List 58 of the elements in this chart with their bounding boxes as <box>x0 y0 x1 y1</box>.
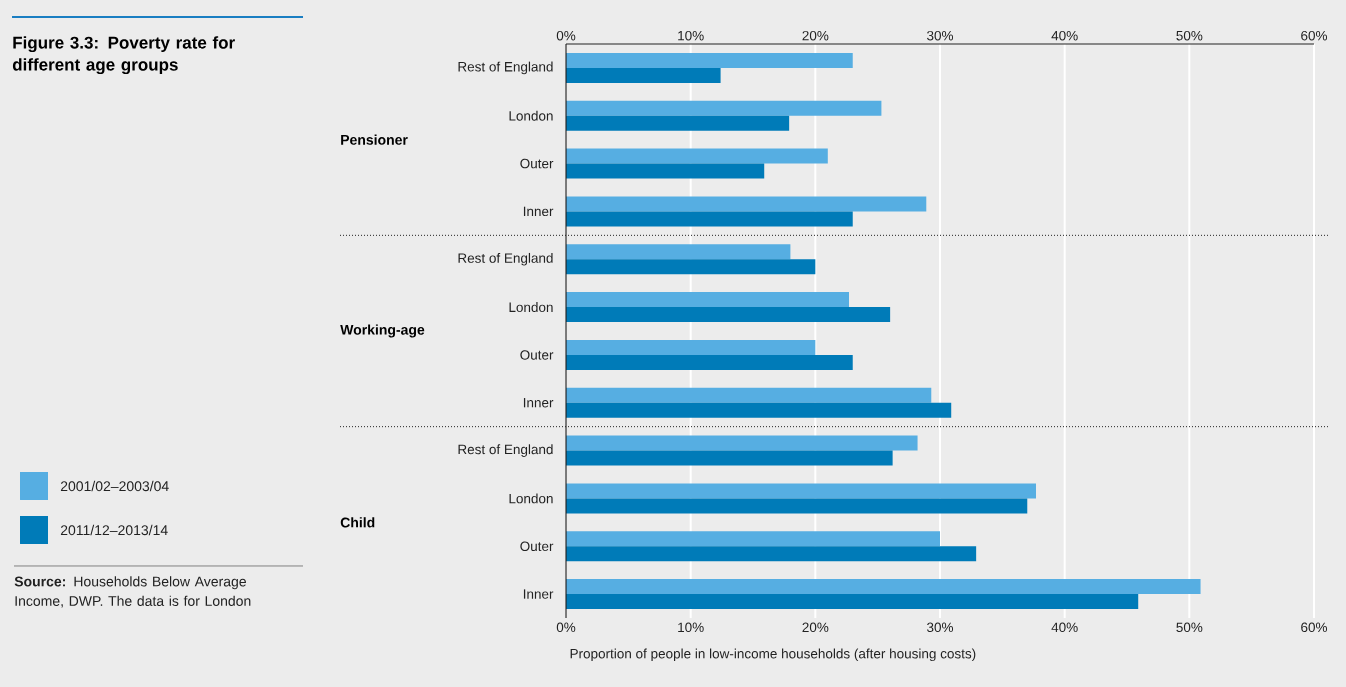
x2-tick-label: 0% <box>556 622 576 633</box>
y-tick-label: Outer <box>520 541 554 552</box>
y-tick-label: London <box>509 302 553 313</box>
y-tick-label: Rest of England <box>458 444 553 457</box>
bar <box>566 292 849 308</box>
x-tick-label: 10% <box>678 30 704 41</box>
y-tick-label: Inner <box>523 206 554 217</box>
y-tick-label: Inner <box>523 589 554 599</box>
bar <box>566 339 816 355</box>
y-tick-label: Rest of England <box>458 61 553 75</box>
x2-tick-label: 20% <box>802 622 829 633</box>
bar <box>566 435 918 451</box>
x-tick-label: 50% <box>1176 30 1203 41</box>
bar <box>566 67 721 83</box>
text: Pensioner <box>341 134 408 145</box>
legend-label: 2001/02–2003/04 <box>60 480 169 492</box>
bar <box>566 579 1201 595</box>
x2-tick-label: 60% <box>1301 622 1328 633</box>
bar <box>566 307 891 323</box>
bar <box>566 52 853 68</box>
y-tick-label: Rest of England <box>458 252 553 266</box>
bar <box>566 259 816 275</box>
bar <box>566 450 893 466</box>
text: Working-age <box>340 324 425 338</box>
bar <box>566 483 1036 499</box>
x2-tick-label: 10% <box>678 622 704 633</box>
bar <box>566 354 853 370</box>
x-axis-title: Proportion of people in low-income households (after housing costs) <box>570 648 976 662</box>
bar <box>566 148 828 164</box>
x2-tick-label: 50% <box>1176 622 1203 633</box>
legend-label: 2011/12–2013/14 <box>60 524 168 536</box>
y-tick-label: London <box>509 493 553 504</box>
y-tick-label: Inner <box>523 398 554 408</box>
text: Figure 3.3: Poverty rate for different age groups <box>12 36 235 75</box>
bar <box>566 531 940 547</box>
x-tick-label: 40% <box>1051 30 1078 41</box>
bar <box>566 498 1028 514</box>
bar <box>566 244 791 260</box>
x2-tick-label: 30% <box>927 622 954 633</box>
x-tick-label: 30% <box>927 30 954 41</box>
bar <box>566 387 932 403</box>
x2-tick-label: 40% <box>1051 622 1078 633</box>
text: Child <box>340 517 375 528</box>
x-tick-label: 60% <box>1301 30 1328 41</box>
bar <box>566 100 882 116</box>
bar <box>566 211 853 227</box>
x-tick-label: 0% <box>556 30 576 41</box>
bar <box>566 115 790 131</box>
y-tick-label: Outer <box>520 350 554 360</box>
bar <box>566 546 977 562</box>
bar <box>566 196 927 212</box>
x-tick-label: 20% <box>802 30 829 41</box>
text: Source: Households Below Average Income, DWP. The data is for London <box>14 576 251 608</box>
y-tick-label: Outer <box>520 158 554 169</box>
y-tick-label: London <box>509 110 553 121</box>
bar <box>566 594 1139 610</box>
bar <box>566 163 765 179</box>
bar <box>566 402 952 418</box>
